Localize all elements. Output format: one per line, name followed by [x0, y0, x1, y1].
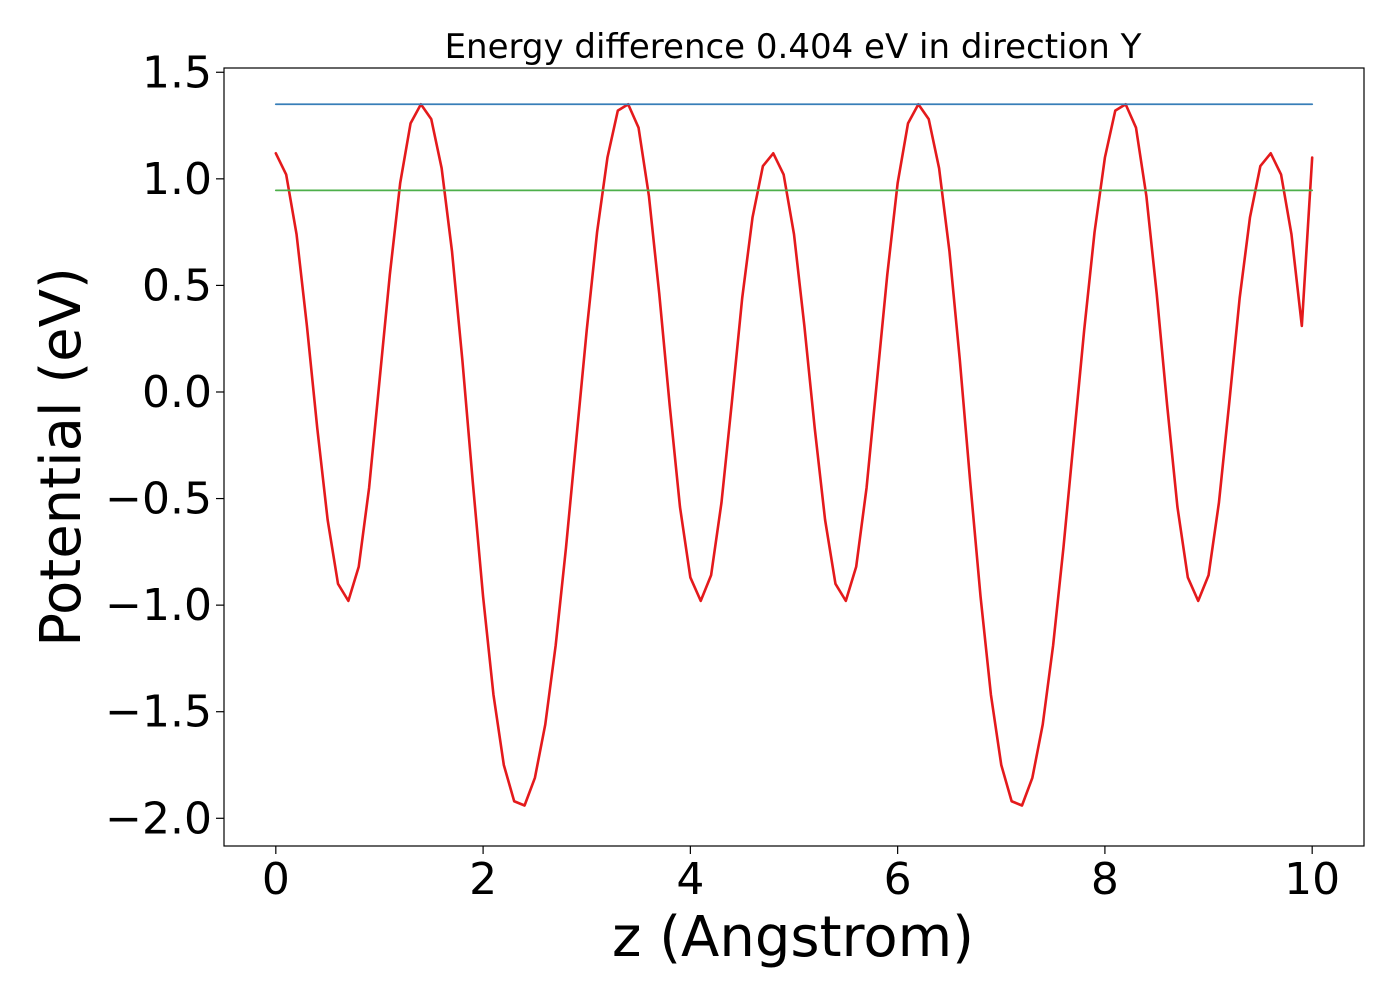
y-tick-label: −1.0	[105, 580, 212, 631]
y-axis-title: Potential (eV)	[29, 267, 94, 647]
y-tick-label: −1.5	[105, 687, 212, 738]
x-axis-title: z (Angstrom)	[612, 905, 974, 970]
y-tick-label: 0.0	[142, 367, 212, 418]
chart-title: Energy difference 0.404 eV in direction …	[445, 27, 1142, 67]
y-tick-label: −0.5	[105, 474, 212, 525]
x-tick-label: 4	[676, 854, 704, 905]
series-layer	[274, 102, 1314, 807]
y-tick-label: 1.0	[142, 154, 212, 205]
y-tick-label: 1.5	[142, 47, 212, 98]
x-axis: 0 2 4 6 8 10	[262, 846, 1340, 905]
x-tick-label: 6	[884, 854, 912, 905]
series-line-0	[274, 102, 1314, 807]
x-tick-label: 10	[1284, 854, 1340, 905]
y-tick-label: 0.5	[142, 260, 212, 311]
y-tick-label: −2.0	[105, 793, 212, 844]
x-tick-label: 0	[262, 854, 290, 905]
x-tick-label: 8	[1091, 854, 1119, 905]
plot-area-frame	[223, 67, 1365, 847]
x-tick-label: 2	[469, 854, 497, 905]
y-axis: 1.5 1.0 0.5 0.0 −0.5 −1.0 −1.5 −2.0	[105, 47, 224, 844]
